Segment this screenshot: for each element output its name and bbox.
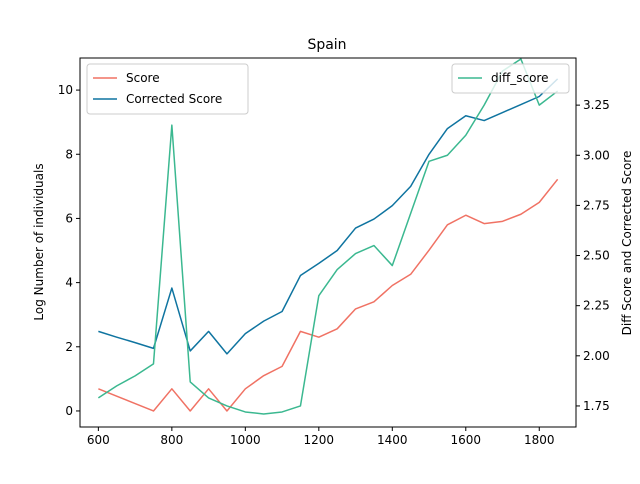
x-tick-label: 1000 xyxy=(230,433,261,447)
legend-label-diff-score: diff_score xyxy=(491,71,548,85)
x-tick-label: 1800 xyxy=(524,433,555,447)
series-line-diff-score xyxy=(97,58,559,415)
y-axis-label-left: Log Number of individuals xyxy=(32,163,46,320)
x-tick-label: 1600 xyxy=(451,433,482,447)
y-right-tick-label: 2.50 xyxy=(583,249,610,263)
y-right-tick-label: 2.00 xyxy=(583,349,610,363)
legend-left: Score Corrected Score xyxy=(86,63,249,115)
y-right-tick-label: 3.00 xyxy=(583,148,610,162)
y-right-tick-label: 1.75 xyxy=(583,399,610,413)
y-right-tick-label: 2.25 xyxy=(583,299,610,313)
y-left-tick-label: 10 xyxy=(58,83,73,97)
x-tick-label: 1200 xyxy=(304,433,335,447)
y-left-tick-label: 8 xyxy=(65,147,73,161)
y-left-tick-label: 6 xyxy=(65,211,73,225)
y-right-tick-label: 3.25 xyxy=(583,98,610,112)
series-line-score xyxy=(98,178,559,412)
x-tick-label: 600 xyxy=(87,433,110,447)
legend-right-frame xyxy=(451,63,570,94)
chart-title: Spain xyxy=(307,37,346,53)
series-line-corrected-score xyxy=(98,78,559,355)
plot-frame xyxy=(79,57,577,428)
y-left-tick-label: 4 xyxy=(65,276,73,290)
y-right-tick-label: 2.75 xyxy=(583,198,610,212)
legend-label-score: Score xyxy=(126,71,160,85)
x-tick-label: 1400 xyxy=(377,433,408,447)
y-axis-label-right: Diff Score and Corrected Score xyxy=(620,151,634,336)
x-tick-label: 800 xyxy=(160,433,183,447)
y-left-tick-label: 0 xyxy=(65,404,73,418)
legend-left-frame xyxy=(86,63,249,115)
legend-label-corrected-score: Corrected Score xyxy=(126,92,222,106)
y-left-tick-label: 2 xyxy=(65,340,73,354)
legend-right: diff_score xyxy=(451,63,570,94)
